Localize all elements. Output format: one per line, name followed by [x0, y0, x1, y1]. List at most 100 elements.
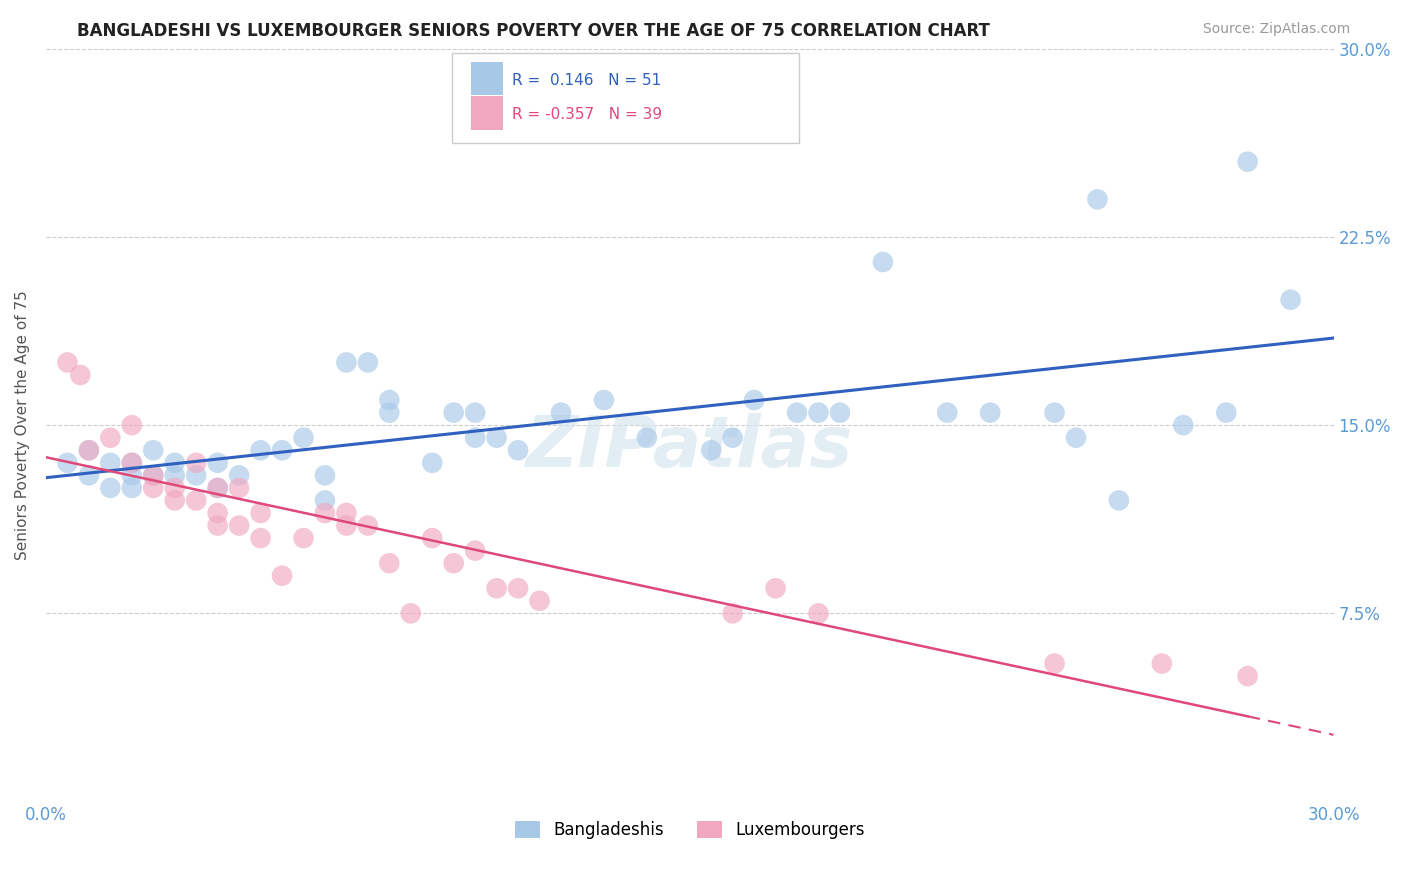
- Point: [121, 456, 143, 470]
- Point: [335, 355, 357, 369]
- Point: [1043, 657, 1066, 671]
- Point: [420, 531, 443, 545]
- Point: [142, 443, 165, 458]
- Point: [979, 406, 1001, 420]
- Point: [56, 355, 79, 369]
- Point: [357, 518, 380, 533]
- Point: [872, 255, 894, 269]
- Text: Source: ZipAtlas.com: Source: ZipAtlas.com: [1202, 22, 1350, 37]
- Point: [121, 418, 143, 433]
- Point: [271, 568, 294, 582]
- Point: [249, 531, 271, 545]
- Point: [98, 431, 121, 445]
- Point: [378, 556, 401, 570]
- Point: [56, 456, 79, 470]
- Point: [207, 456, 229, 470]
- Point: [529, 594, 551, 608]
- Point: [207, 518, 229, 533]
- Point: [186, 493, 208, 508]
- Point: [1150, 657, 1173, 671]
- Point: [485, 431, 508, 445]
- Point: [1087, 192, 1109, 206]
- Point: [828, 406, 851, 420]
- Point: [249, 443, 271, 458]
- Point: [163, 493, 186, 508]
- Point: [207, 481, 229, 495]
- Point: [721, 607, 744, 621]
- Text: R = -0.357   N = 39: R = -0.357 N = 39: [512, 107, 662, 121]
- Point: [636, 431, 658, 445]
- Point: [142, 468, 165, 483]
- Point: [506, 443, 529, 458]
- Point: [550, 406, 572, 420]
- Point: [292, 431, 315, 445]
- Point: [335, 518, 357, 533]
- Point: [399, 607, 422, 621]
- Point: [271, 443, 294, 458]
- Point: [936, 406, 959, 420]
- Point: [249, 506, 271, 520]
- Y-axis label: Seniors Poverty Over the Age of 75: Seniors Poverty Over the Age of 75: [15, 290, 30, 560]
- Text: ZIPatlas: ZIPatlas: [526, 413, 853, 483]
- Point: [443, 406, 465, 420]
- Point: [314, 506, 336, 520]
- Point: [1064, 431, 1087, 445]
- Point: [163, 468, 186, 483]
- Point: [357, 355, 380, 369]
- Point: [593, 393, 616, 408]
- Point: [378, 393, 401, 408]
- Point: [77, 468, 100, 483]
- FancyBboxPatch shape: [471, 62, 503, 95]
- Point: [163, 481, 186, 495]
- Point: [1215, 406, 1237, 420]
- Text: R =  0.146   N = 51: R = 0.146 N = 51: [512, 73, 661, 88]
- Point: [292, 531, 315, 545]
- Point: [186, 456, 208, 470]
- Point: [228, 468, 250, 483]
- Point: [163, 456, 186, 470]
- Point: [121, 456, 143, 470]
- Point: [721, 431, 744, 445]
- Point: [1043, 406, 1066, 420]
- Point: [765, 582, 787, 596]
- Point: [77, 443, 100, 458]
- Point: [378, 406, 401, 420]
- Point: [420, 456, 443, 470]
- Point: [807, 406, 830, 420]
- Point: [443, 556, 465, 570]
- Point: [1236, 154, 1258, 169]
- Point: [69, 368, 91, 382]
- Point: [807, 607, 830, 621]
- Point: [1173, 418, 1195, 433]
- Point: [98, 456, 121, 470]
- Point: [1108, 493, 1130, 508]
- Point: [506, 582, 529, 596]
- Point: [142, 481, 165, 495]
- Point: [742, 393, 765, 408]
- FancyBboxPatch shape: [471, 96, 503, 130]
- Legend: Bangladeshis, Luxembourgers: Bangladeshis, Luxembourgers: [508, 814, 872, 846]
- Point: [98, 481, 121, 495]
- Point: [786, 406, 808, 420]
- Point: [1236, 669, 1258, 683]
- Text: BANGLADESHI VS LUXEMBOURGER SENIORS POVERTY OVER THE AGE OF 75 CORRELATION CHART: BANGLADESHI VS LUXEMBOURGER SENIORS POVE…: [77, 22, 990, 40]
- Point: [314, 468, 336, 483]
- Point: [77, 443, 100, 458]
- Point: [207, 506, 229, 520]
- Point: [485, 582, 508, 596]
- Point: [121, 481, 143, 495]
- FancyBboxPatch shape: [451, 53, 799, 143]
- Point: [142, 468, 165, 483]
- Point: [207, 481, 229, 495]
- Point: [314, 493, 336, 508]
- Point: [464, 406, 486, 420]
- Point: [700, 443, 723, 458]
- Point: [464, 543, 486, 558]
- Point: [335, 506, 357, 520]
- Point: [186, 468, 208, 483]
- Point: [1279, 293, 1302, 307]
- Point: [228, 518, 250, 533]
- Point: [121, 468, 143, 483]
- Point: [464, 431, 486, 445]
- Point: [228, 481, 250, 495]
